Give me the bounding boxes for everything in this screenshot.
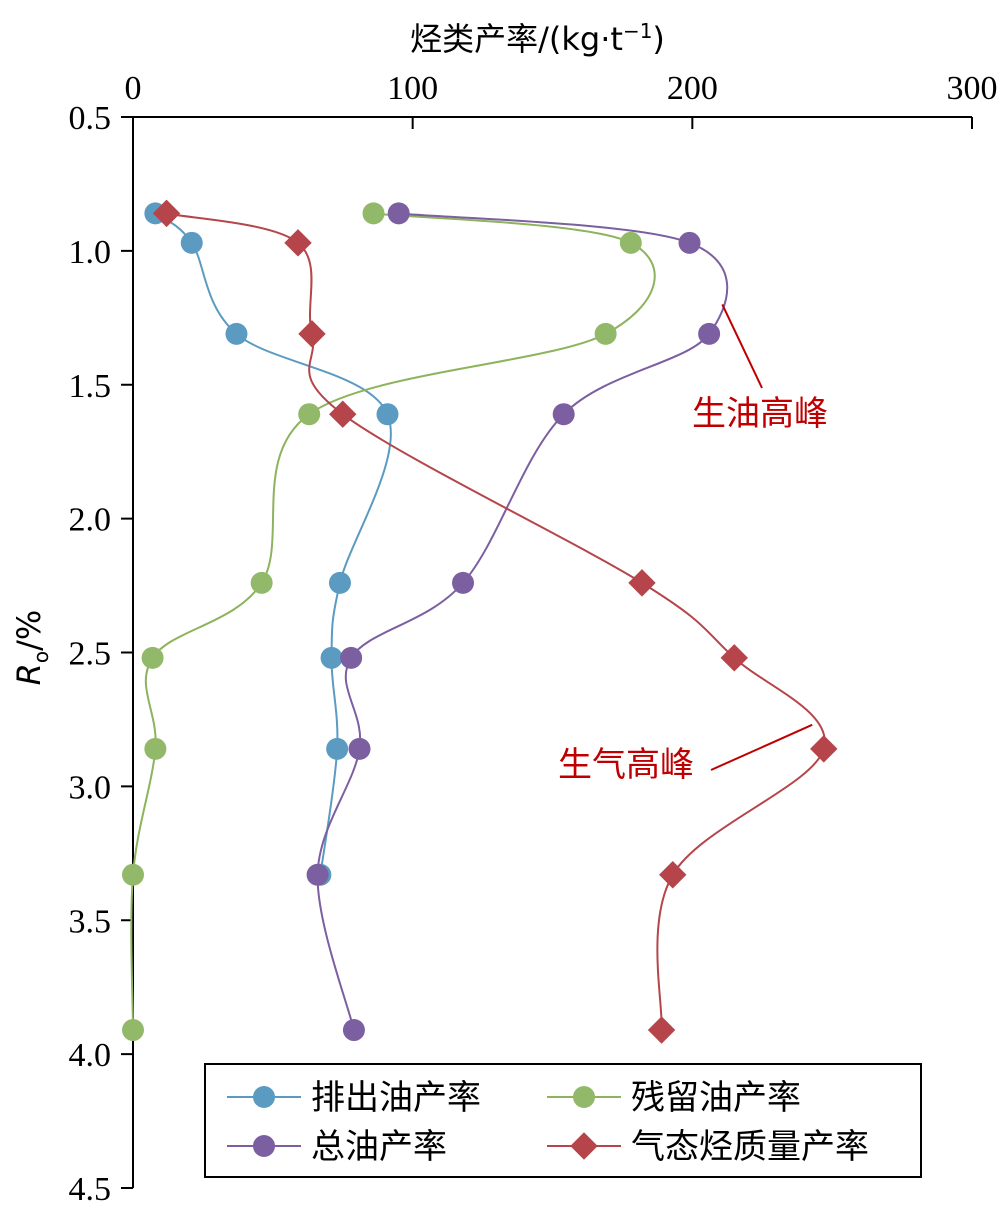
legend-label: 排出油产率 xyxy=(311,1078,481,1118)
data-point xyxy=(122,1019,144,1042)
annotation-leader xyxy=(721,303,763,389)
data-point-diamond xyxy=(628,569,656,597)
legend-box xyxy=(204,1063,922,1178)
data-point xyxy=(298,403,321,426)
x-tick-label: 100 xyxy=(387,70,438,107)
legend-entry: 排出油产率 xyxy=(227,1078,481,1118)
data-point xyxy=(362,202,385,225)
x-tick-label: 0 xyxy=(125,70,142,107)
legend-entry: 残留油产率 xyxy=(547,1078,801,1118)
y-tick-label: 2.0 xyxy=(69,502,112,539)
legend-label: 气态烃质量产率 xyxy=(631,1127,869,1167)
data-point xyxy=(180,231,203,254)
axes: 0 100 200 300 0.5 1.0 1.5 2.0 2.5 3.0 3.5 4.0 4.5 烃类产… xyxy=(10,19,998,1208)
y-tick-label: 0.5 xyxy=(69,100,112,137)
series-3 xyxy=(306,202,729,1042)
data-point xyxy=(122,863,144,886)
y-tick-label: 1.5 xyxy=(69,368,112,405)
data-point-diamond xyxy=(284,229,312,257)
data-point xyxy=(141,646,164,669)
data-point xyxy=(340,646,363,669)
data-point-diamond xyxy=(298,320,326,348)
legend-marker xyxy=(253,1135,275,1157)
annotation-leader xyxy=(710,723,813,771)
legend-entry: 总油产率 xyxy=(227,1127,447,1167)
data-point xyxy=(342,1019,365,1042)
y-tick-label: 2.5 xyxy=(69,636,112,673)
data-point-diamond xyxy=(647,1016,676,1044)
data-point xyxy=(678,231,701,254)
y-tick-label: 3.5 xyxy=(69,903,112,940)
series-line xyxy=(166,212,826,1031)
series-4 xyxy=(152,199,838,1044)
y-tick-label: 3.0 xyxy=(69,769,112,806)
data-point xyxy=(225,322,248,345)
data-point xyxy=(328,571,351,594)
x-axis-title: 烃类产率/(kg·t−1) xyxy=(410,19,665,58)
data-point xyxy=(387,202,410,225)
legend-entry: 气态烃质量产率 xyxy=(547,1127,869,1167)
y-tick-label: 4.0 xyxy=(69,1037,112,1074)
data-point-diamond xyxy=(659,861,687,889)
data-point-diamond xyxy=(810,735,838,763)
data-point xyxy=(320,646,343,669)
x-tick-label: 200 xyxy=(667,70,718,107)
annotation-oil-peak: 生油高峰 xyxy=(692,394,828,434)
legend-marker xyxy=(570,1132,598,1160)
data-point xyxy=(326,737,349,760)
data-point xyxy=(552,403,575,426)
data-point xyxy=(594,322,617,345)
legend-label: 残留油产率 xyxy=(631,1078,801,1118)
annotation-gas-peak: 生气高峰 xyxy=(558,745,694,785)
data-point xyxy=(348,737,371,760)
data-point xyxy=(698,322,721,345)
series-line xyxy=(154,212,392,875)
data-point xyxy=(306,863,329,886)
data-point-diamond xyxy=(152,199,181,228)
data-point xyxy=(619,231,642,254)
data-point xyxy=(250,571,273,594)
series-line xyxy=(316,212,729,1031)
series-layer xyxy=(122,199,838,1044)
y-axis-title: Ro/% xyxy=(10,610,53,686)
data-point xyxy=(376,403,399,426)
y-tick-label: 4.5 xyxy=(69,1171,112,1208)
data-point xyxy=(144,737,167,760)
legend-label: 总油产率 xyxy=(311,1127,447,1167)
legend-marker xyxy=(253,1086,275,1108)
y-tick-label: 1.0 xyxy=(69,234,112,271)
series-line xyxy=(130,212,656,1031)
series-2 xyxy=(122,202,656,1042)
data-point-diamond xyxy=(720,644,748,672)
data-point-diamond xyxy=(329,400,357,428)
legend-marker xyxy=(573,1086,595,1108)
data-point xyxy=(452,571,475,594)
x-tick-label: 300 xyxy=(947,70,998,107)
